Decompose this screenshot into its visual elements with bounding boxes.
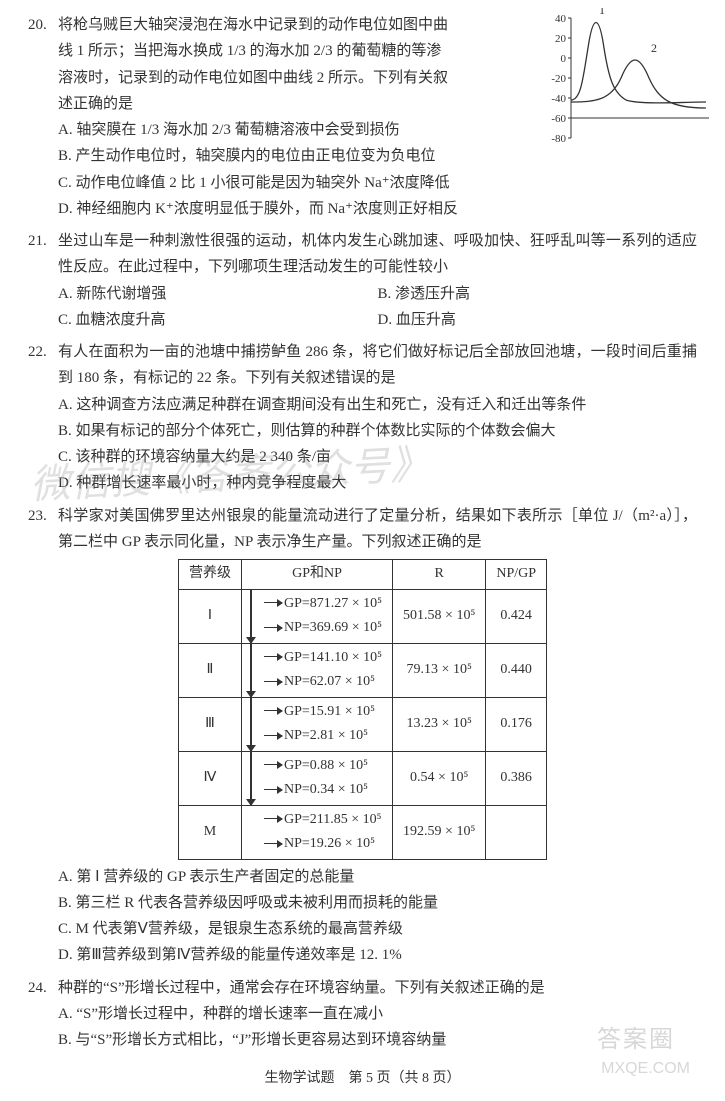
cell-r: 13.23 × 10⁵ <box>393 697 486 751</box>
th-ratio: NP/GP <box>486 560 547 590</box>
q22-opt-b: B. 如果有标记的部分个体死亡，则估算的种群个体数比实际的个体数会偏大 <box>58 418 697 444</box>
cell-level: M <box>178 805 241 859</box>
table-row: ⅡGP=141.10 × 10⁵NP=62.07 × 10⁵79.13 × 10… <box>178 643 546 697</box>
q20-line2: 线 1 所示；当把海水换成 1/3 的海水加 2/3 的葡萄糖的等渗 <box>58 43 441 59</box>
q20-number: 20. <box>28 12 58 117</box>
q24-opt-b: B. 与“S”形增长方式相比，“J”形增长更容易达到环境容纳量 <box>58 1027 697 1053</box>
th-gpnp: GP和NP <box>241 560 392 590</box>
cell-ratio: 0.176 <box>486 697 547 751</box>
cell-gpnp: GP=211.85 × 10⁵NP=19.26 × 10⁵ <box>241 805 392 859</box>
cell-gpnp: GP=15.91 × 10⁵NP=2.81 × 10⁵ <box>241 697 392 751</box>
cell-level: Ⅰ <box>178 589 241 643</box>
q22-opt-c: C. 该种群的环境容纳量大约是 2 340 条/亩 <box>58 444 697 470</box>
table-row: MGP=211.85 × 10⁵NP=19.26 × 10⁵192.59 × 1… <box>178 805 546 859</box>
cell-gpnp: GP=0.88 × 10⁵NP=0.34 × 10⁵ <box>241 751 392 805</box>
q22-number: 22. <box>28 339 58 392</box>
q23-opt-a: A. 第 Ⅰ 营养级的 GP 表示生产者固定的总能量 <box>58 864 697 890</box>
cell-r: 501.58 × 10⁵ <box>393 589 486 643</box>
q21-opt-c: C. 血糖浓度升高 <box>58 307 378 333</box>
cell-ratio: 0.424 <box>486 589 547 643</box>
svg-text:-60: -60 <box>551 113 566 125</box>
cell-ratio: 0.440 <box>486 643 547 697</box>
svg-text:-80: -80 <box>551 133 566 144</box>
q20-line1: 将枪乌贼巨大轴突浸泡在海水中记录到的动作电位如图中曲 <box>58 17 448 33</box>
th-r: R <box>393 560 486 590</box>
cell-ratio: 0.386 <box>486 751 547 805</box>
cell-level: Ⅲ <box>178 697 241 751</box>
q22-text: 有人在面积为一亩的池塘中捕捞鲈鱼 286 条，将它们做好标记后全部放回池塘，一段… <box>58 339 697 392</box>
question-23: 23. 科学家对美国佛罗里达州银泉的能量流动进行了定量分析，结果如下表所示［单位… <box>28 503 697 969</box>
q21-opt-d: D. 血压升高 <box>378 307 698 333</box>
cell-level: Ⅱ <box>178 643 241 697</box>
q24-opt-a: A. “S”形增长过程中，种群的增长速率一直在减小 <box>58 1001 697 1027</box>
cell-ratio <box>486 805 547 859</box>
q20-opt-d: D. 神经细胞内 K⁺浓度明显低于膜外，而 Na⁺浓度则正好相反 <box>58 196 697 222</box>
cell-r: 0.54 × 10⁵ <box>393 751 486 805</box>
q23-opt-b: B. 第三栏 R 代表各营养级因呼吸或未被利用而损耗的能量 <box>58 890 697 916</box>
q21-opt-b: B. 渗透压升高 <box>378 281 698 307</box>
th-level: 营养级 <box>178 560 241 590</box>
cell-r: 79.13 × 10⁵ <box>393 643 486 697</box>
q24-number: 24. <box>28 975 58 1001</box>
question-24: 24. 种群的“S”形增长过程中，通常会存在环境容纳量。下列有关叙述正确的是 A… <box>28 975 697 1054</box>
svg-text:20: 20 <box>555 33 567 45</box>
energy-flow-table: 营养级 GP和NP R NP/GP ⅠGP=871.27 × 10⁵NP=369… <box>178 559 547 860</box>
q21-text: 坐过山车是一种刺激性很强的运动，机体内发生心跳加速、呼吸加快、狂呼乱叫等一系列的… <box>58 228 697 281</box>
svg-text:-20: -20 <box>551 73 566 85</box>
question-22: 22. 有人在面积为一亩的池塘中捕捞鲈鱼 286 条，将它们做好标记后全部放回池… <box>28 339 697 497</box>
svg-text:2: 2 <box>651 41 657 55</box>
q20-opt-c: C. 动作电位峰值 2 比 1 小很可能是因为轴突外 Na⁺浓度降低 <box>58 170 697 196</box>
q22-opt-d: D. 种群增长速率最小时，种内竞争程度最大 <box>58 470 697 496</box>
q20-line3: 溶液时，记录到的动作电位如图中曲线 2 所示。下列有关叙 <box>58 70 448 86</box>
q22-opt-a: A. 这种调查方法应满足种群在调查期间没有出生和死亡，没有迁入和迁出等条件 <box>58 392 697 418</box>
cell-gpnp: GP=871.27 × 10⁵NP=369.69 × 10⁵ <box>241 589 392 643</box>
q20-opt-b: B. 产生动作电位时，轴突膜内的电位由正电位变为负电位 <box>58 143 697 169</box>
page-footer: 生物学试题 第 5 页（共 8 页） <box>0 1067 725 1092</box>
q20-line4: 述正确的是 <box>58 96 133 112</box>
svg-text:-40: -40 <box>551 93 566 105</box>
table-row: ⅢGP=15.91 × 10⁵NP=2.81 × 10⁵13.23 × 10⁵0… <box>178 697 546 751</box>
q21-opt-a: A. 新陈代谢增强 <box>58 281 378 307</box>
table-row: ⅣGP=0.88 × 10⁵NP=0.34 × 10⁵0.54 × 10⁵0.3… <box>178 751 546 805</box>
svg-text:0: 0 <box>561 53 567 65</box>
svg-text:1: 1 <box>599 8 605 17</box>
svg-text:40: 40 <box>555 13 567 25</box>
cell-gpnp: GP=141.10 × 10⁵NP=62.07 × 10⁵ <box>241 643 392 697</box>
q23-number: 23. <box>28 503 58 556</box>
action-potential-chart: 40 20 0 -20 -40 -60 -80 1 2 <box>541 8 711 144</box>
q21-number: 21. <box>28 228 58 281</box>
cell-level: Ⅳ <box>178 751 241 805</box>
q23-text: 科学家对美国佛罗里达州银泉的能量流动进行了定量分析，结果如下表所示［单位 J/（… <box>58 503 697 556</box>
table-row: ⅠGP=871.27 × 10⁵NP=369.69 × 10⁵501.58 × … <box>178 589 546 643</box>
q23-opt-c: C. M 代表第Ⅴ营养级，是银泉生态系统的最高营养级 <box>58 916 697 942</box>
q24-text: 种群的“S”形增长过程中，通常会存在环境容纳量。下列有关叙述正确的是 <box>58 975 697 1001</box>
q23-opt-d: D. 第Ⅲ营养级到第Ⅳ营养级的能量传递效率是 12. 1% <box>58 942 697 968</box>
question-21: 21. 坐过山车是一种刺激性很强的运动，机体内发生心跳加速、呼吸加快、狂呼乱叫等… <box>28 228 697 333</box>
cell-r: 192.59 × 10⁵ <box>393 805 486 859</box>
